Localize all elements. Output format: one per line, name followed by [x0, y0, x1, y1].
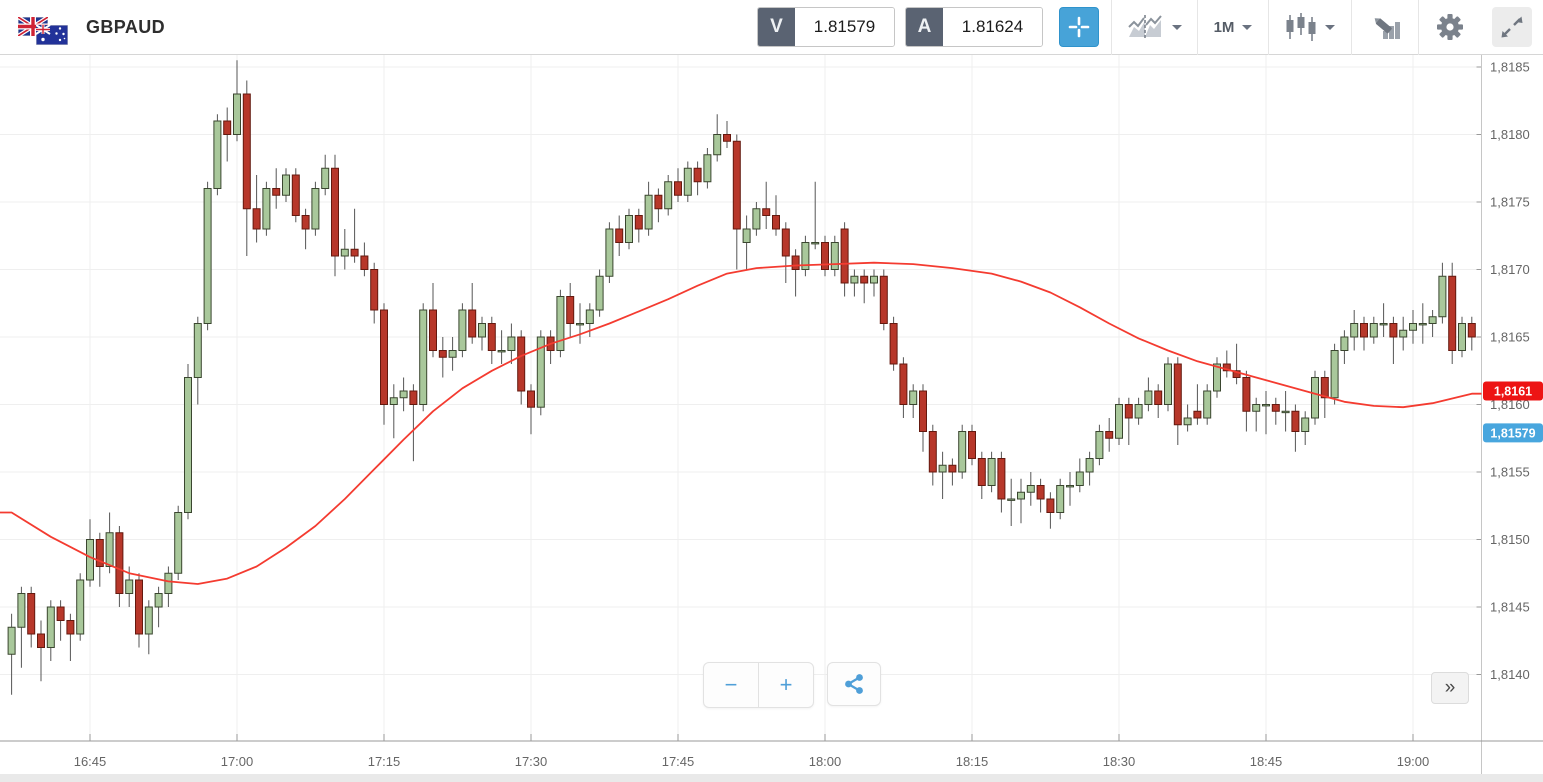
svg-text:1,8161: 1,8161	[1494, 385, 1532, 399]
zoom-out-button[interactable]: −	[704, 663, 758, 707]
candles	[7, 60, 1476, 695]
price-axis-label: 1,8150	[1490, 532, 1530, 547]
ma-value-tag	[1483, 381, 1543, 401]
symbol-title: GBPAUD	[86, 16, 166, 37]
price-axis-label: 1,8160	[1490, 397, 1530, 412]
toolbar-divider	[1111, 0, 1112, 55]
axes: 1,81851,81801,81751,81701,81651,81601,81…	[0, 55, 1543, 782]
timeframe-label: 1M	[1213, 18, 1235, 36]
price-axis-label: 1,8145	[1490, 600, 1530, 615]
sell-price: 1.81579	[795, 8, 894, 46]
zoom-in-button[interactable]: +	[759, 663, 813, 707]
sell-label: V	[758, 8, 795, 46]
fullscreen-button[interactable]	[1492, 7, 1532, 47]
current-price-tag	[1483, 423, 1543, 443]
top-toolbar: GBPAUD V 1.81579 A 1.81624 1M	[0, 0, 1543, 55]
time-axis-label: 18:00	[809, 754, 842, 769]
buy-price: 1.81624	[943, 8, 1042, 46]
draw-tools-button[interactable]	[1352, 0, 1418, 55]
share-button[interactable]	[827, 662, 881, 706]
price-axis-label: 1,8170	[1490, 262, 1530, 277]
zoom-controls: − +	[703, 662, 814, 708]
chart-type-button[interactable]	[1269, 0, 1351, 55]
buy-label: A	[906, 8, 943, 46]
price-axis-label: 1,8185	[1490, 60, 1530, 75]
compare-charts-icon	[1127, 15, 1162, 39]
zoom-controls-divider	[758, 663, 759, 707]
collapse-panel-button[interactable]: »	[1431, 672, 1469, 704]
price-axis-label: 1,8175	[1490, 195, 1530, 210]
gear-icon	[1437, 14, 1463, 40]
candlestick-chart[interactable]: 1,81851,81801,81751,81701,81651,81601,81…	[0, 55, 1543, 782]
compare-charts-button[interactable]	[1112, 0, 1197, 55]
sell-price-button[interactable]: V 1.81579	[757, 7, 895, 47]
time-axis-label: 19:00	[1397, 754, 1430, 769]
toolbar-divider	[1418, 0, 1419, 55]
share-icon	[845, 674, 863, 694]
chevron-down-icon	[1325, 24, 1335, 30]
toolbar-divider	[1351, 0, 1352, 55]
expand-icon	[1501, 16, 1523, 38]
draw-tools-icon	[1374, 18, 1400, 39]
chart-area: 1,8185 1,8180 1,8175 1,8170 1,8165 1,8160 1,81…	[0, 55, 1543, 782]
price-axis-label: 1,8155	[1490, 465, 1530, 480]
crosshair-button[interactable]	[1059, 7, 1099, 47]
settings-button[interactable]	[1419, 0, 1481, 55]
chevron-down-icon	[1171, 24, 1182, 30]
timeframe-button[interactable]: 1M	[1198, 0, 1268, 55]
price-axis-label: 1,8140	[1490, 667, 1530, 682]
au-flag-icon	[36, 25, 68, 45]
price-axis-label: 1,8180	[1490, 127, 1530, 142]
crosshair-icon	[1068, 16, 1090, 38]
chevron-down-icon	[1242, 24, 1253, 30]
time-axis-label: 16:45	[74, 754, 107, 769]
time-axis-label: 17:00	[221, 754, 254, 769]
time-axis-label: 18:15	[956, 754, 989, 769]
symbol-flags	[14, 5, 76, 49]
moving-average-line	[0, 261, 1482, 585]
buy-price-button[interactable]: A 1.81624	[905, 7, 1043, 47]
price-axis-label: 1,8165	[1490, 330, 1530, 345]
price-tags: 1,8161 1,81579	[1483, 381, 1543, 443]
toolbar-divider	[1268, 0, 1269, 55]
candlestick-icon	[1286, 13, 1316, 41]
time-axis-label: 17:30	[515, 754, 548, 769]
time-axis-label: 18:30	[1103, 754, 1136, 769]
toolbar-divider	[1197, 0, 1198, 55]
svg-text:1,81579: 1,81579	[1490, 426, 1535, 440]
time-axis-label: 18:45	[1250, 754, 1283, 769]
time-axis-label: 17:15	[368, 754, 401, 769]
time-axis-label: 17:45	[662, 754, 695, 769]
